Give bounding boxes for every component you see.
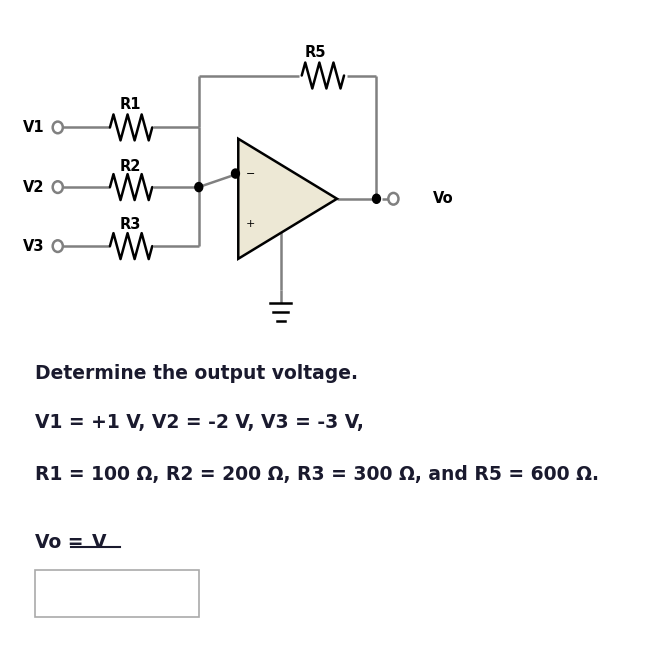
Circle shape xyxy=(373,194,380,203)
Text: R3: R3 xyxy=(119,217,140,232)
Text: V1: V1 xyxy=(23,120,45,135)
Text: Vo: Vo xyxy=(433,191,453,206)
Text: R2: R2 xyxy=(119,159,140,174)
Text: V2: V2 xyxy=(23,179,45,194)
Text: R1 = 100 Ω, R2 = 200 Ω, R3 = 300 Ω, and R5 = 600 Ω.: R1 = 100 Ω, R2 = 200 Ω, R3 = 300 Ω, and … xyxy=(35,465,599,484)
Text: V: V xyxy=(92,533,106,552)
Text: Determine the output voltage.: Determine the output voltage. xyxy=(35,365,358,384)
Circle shape xyxy=(232,169,239,178)
Text: Vo =: Vo = xyxy=(35,533,90,552)
Circle shape xyxy=(195,183,203,192)
Text: R1: R1 xyxy=(119,97,141,112)
Polygon shape xyxy=(238,139,337,259)
Text: V1 = +1 V, V2 = -2 V, V3 = -3 V,: V1 = +1 V, V2 = -2 V, V3 = -3 V, xyxy=(35,413,364,432)
Text: +: + xyxy=(246,219,255,229)
Text: R5: R5 xyxy=(305,45,326,60)
Text: −: − xyxy=(246,169,255,179)
FancyBboxPatch shape xyxy=(35,570,199,617)
Text: V3: V3 xyxy=(23,238,45,254)
